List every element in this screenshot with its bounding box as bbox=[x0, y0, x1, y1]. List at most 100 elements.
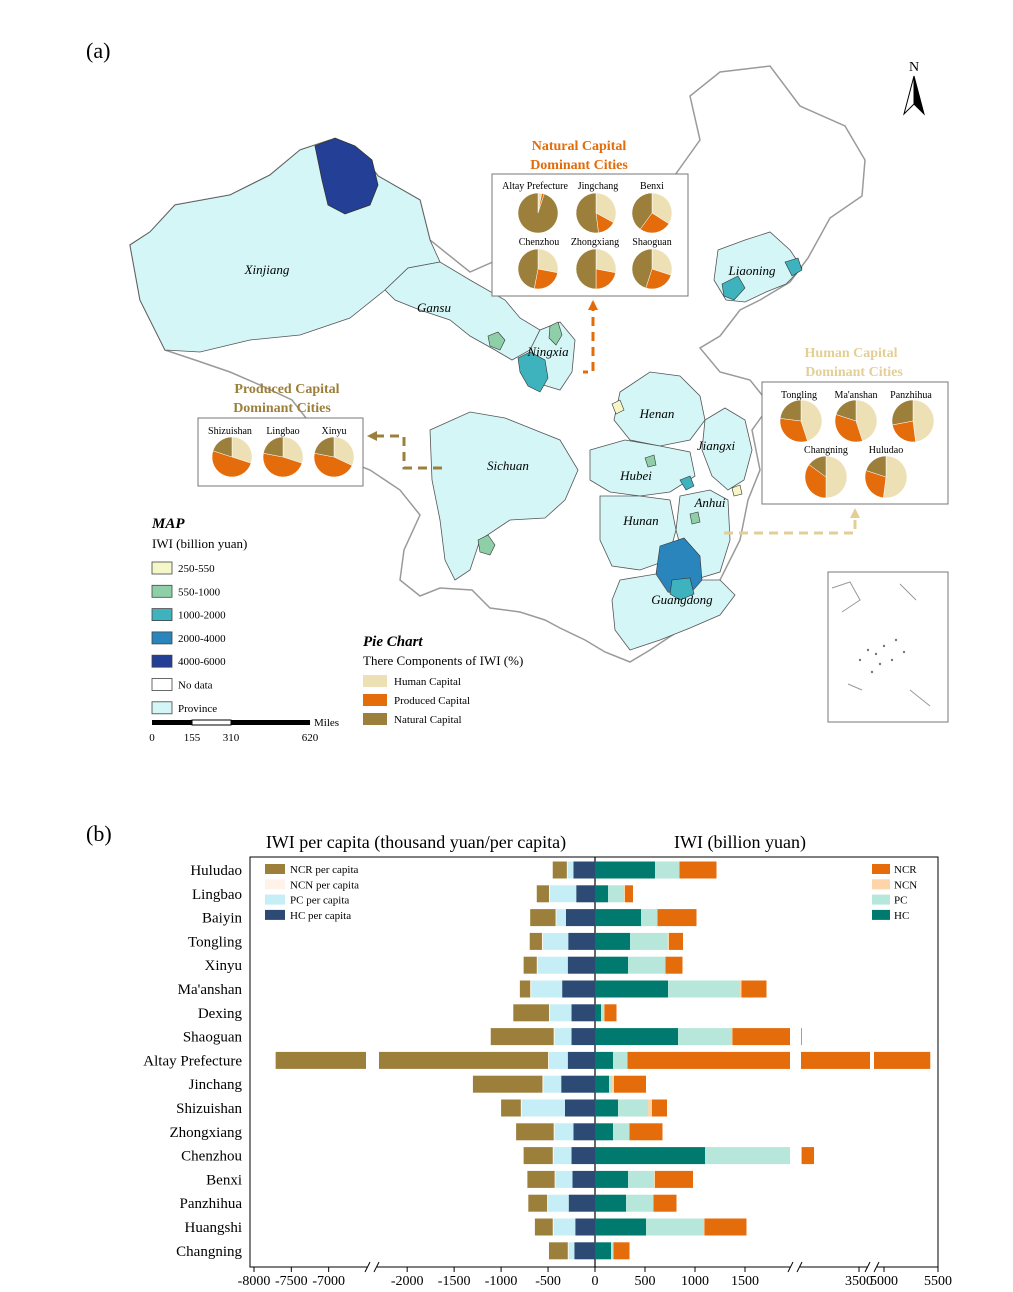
bar-ncr-per-capita-tongling bbox=[529, 932, 542, 950]
bar-hc-huangshi bbox=[595, 1218, 646, 1236]
province-labels: Xinjiang Gansu Ningxia Sichuan Henan Hubei Jia… bbox=[244, 262, 776, 607]
north-label: N bbox=[909, 60, 919, 75]
bar-ncn-per-capita-ma-anshan bbox=[530, 980, 532, 998]
pie-slice-shaoguan-natural bbox=[631, 248, 653, 289]
axis-break-mark-b-0 bbox=[373, 1261, 380, 1273]
legend-swatch-ncr-per-capita bbox=[265, 864, 285, 874]
bar-pc-chenzhou bbox=[705, 1147, 790, 1165]
bar-ncr-shizuishan bbox=[652, 1099, 667, 1117]
bar-ncr-ma-anshan bbox=[741, 980, 767, 998]
chart-left-title: IWI per capita (thousand yuan/per capita… bbox=[266, 832, 566, 853]
bars bbox=[275, 861, 931, 1260]
china-map bbox=[129, 65, 866, 663]
x-tick-label-5: -1000 bbox=[485, 1274, 518, 1289]
bar-ncn-tongling bbox=[667, 932, 669, 950]
bar-ncn-per-capita-xinyu bbox=[536, 956, 538, 974]
pie-slice-chenzhou-natural bbox=[517, 248, 539, 289]
pie-chenzhou bbox=[517, 248, 559, 290]
pie-slice-ma-anshan-produced bbox=[834, 414, 863, 443]
bar-pc-per-capita-panzhihua bbox=[548, 1194, 569, 1212]
legend-label-pc: PC bbox=[894, 895, 907, 907]
city-benxi bbox=[784, 257, 803, 277]
x-tick-label-13: 5500 bbox=[924, 1274, 952, 1289]
bar-ncr-altay-prefecture-part1 bbox=[801, 1051, 870, 1069]
china-outline bbox=[129, 65, 866, 663]
bar-pc-shizuishan bbox=[618, 1099, 648, 1117]
pie-slice-benxi-produced bbox=[639, 212, 670, 234]
pie-label-changning: Changning bbox=[804, 445, 848, 456]
bar-ncr-altay-prefecture bbox=[627, 1051, 790, 1069]
bar-ncr-per-capita-shizuishan bbox=[501, 1099, 521, 1117]
bar-pc-altay-prefecture bbox=[613, 1051, 627, 1069]
category-label-shizuishan: Shizuishan bbox=[176, 1101, 242, 1117]
bar-pc-panzhihua bbox=[626, 1194, 653, 1212]
pie-slice-shaoguan-human bbox=[651, 248, 673, 276]
province-label-gansu: Gansu bbox=[417, 300, 451, 315]
city-huangshi bbox=[679, 475, 695, 491]
category-label-huludao: Huludao bbox=[190, 863, 242, 879]
bar-pc-tongling bbox=[630, 932, 667, 950]
scale-tick-0: 0 bbox=[149, 732, 155, 744]
pie-slice-altay-prefecture-natural bbox=[517, 192, 559, 234]
bar-ncn-baiyin bbox=[657, 909, 658, 927]
natural-box-title-2: Dominant Cities bbox=[530, 158, 628, 173]
scale-unit: Miles bbox=[314, 717, 339, 729]
map-legend-swatch-550-1000 bbox=[151, 584, 173, 598]
pie-label-tongling: Tongling bbox=[781, 390, 817, 401]
bar-pc-per-capita-tongling bbox=[542, 932, 569, 950]
bar-ncr-jinchang bbox=[614, 1075, 646, 1093]
pie-legend-label-human-capital: Human Capital bbox=[394, 676, 461, 688]
province-anhui bbox=[701, 407, 753, 491]
bar-ncn-per-capita-lingbao bbox=[548, 885, 550, 903]
scale-tick-2: 310 bbox=[223, 732, 240, 744]
x-tick-label-0: -8000 bbox=[238, 1274, 271, 1289]
bar-pc-per-capita-benxi bbox=[555, 1170, 573, 1188]
bar-ncn-per-capita-changning bbox=[567, 1242, 569, 1260]
bar-hc-tongling bbox=[595, 932, 630, 950]
bar-ncn-per-capita-chenzhou bbox=[552, 1147, 554, 1165]
bar-ncr-per-capita-ma-anshan bbox=[519, 980, 531, 998]
bar-hc-altay-prefecture bbox=[595, 1051, 613, 1069]
category-label-huangshi: Huangshi bbox=[185, 1220, 243, 1236]
province-label-anhui: Anhui bbox=[693, 495, 725, 510]
pie-tongling bbox=[779, 399, 823, 443]
category-labels: Huludao Lingbao Baiyin Tongling Xinyu Ma'ansh… bbox=[143, 863, 242, 1260]
bar-ncr-per-capita-baiyin bbox=[530, 909, 556, 927]
x-tick-label-10: 1500 bbox=[731, 1274, 759, 1289]
bar-ncr-panzhihua bbox=[653, 1194, 677, 1212]
province-label-henan: Henan bbox=[639, 406, 675, 421]
produced-arrowhead bbox=[367, 431, 377, 441]
bar-legend-right: NCR NCN PC HC bbox=[872, 864, 917, 922]
bar-ncn-dexing bbox=[604, 1004, 605, 1022]
pie-slice-xinyu-produced bbox=[313, 452, 353, 478]
bar-ncr-benxi bbox=[655, 1170, 693, 1188]
bar-hc-jinchang bbox=[595, 1075, 609, 1093]
bar-ncr-per-capita-xinyu bbox=[523, 956, 537, 974]
legend-swatch-hc-per-capita bbox=[265, 909, 285, 920]
pie-legend-swatch-produced-capital bbox=[363, 694, 387, 706]
map-legend-swatch-no-data bbox=[151, 678, 173, 691]
bar-ncr-dexing bbox=[604, 1004, 617, 1022]
bar-ncn-xinyu bbox=[665, 956, 666, 974]
bar-ncr-huludao bbox=[679, 861, 717, 879]
map-legend-title: MAP bbox=[151, 516, 185, 532]
bar-pc-jinchang bbox=[609, 1075, 612, 1093]
bar-hc-zhongxiang bbox=[595, 1123, 613, 1141]
pie-jingchang bbox=[575, 192, 617, 234]
bar-ncn-shizuishan bbox=[648, 1099, 652, 1117]
bar-ncn-per-capita-jinchang bbox=[542, 1075, 544, 1093]
bar-pc-changning bbox=[611, 1242, 613, 1260]
bar-pc-per-capita-shaoguan bbox=[554, 1028, 572, 1046]
legend-label-ncr: NCR bbox=[894, 864, 917, 876]
bar-ncr-changning bbox=[613, 1242, 630, 1260]
plot-frame bbox=[249, 856, 939, 1268]
natural-pies: Altay Prefecture Jingchang Benxi Chenzhou Zh… bbox=[502, 181, 673, 290]
bar-ncn-per-capita-baiyin bbox=[555, 909, 557, 927]
pie-label-benxi: Benxi bbox=[640, 181, 664, 192]
bar-legend-left: NCR per capita NCN per capita PC per capit… bbox=[265, 864, 359, 922]
city-zhongxiang bbox=[644, 454, 657, 468]
x-tick-label-4: -1500 bbox=[438, 1274, 471, 1289]
map-legend-label-4000-6000: 4000-6000 bbox=[178, 656, 226, 668]
category-label-panzhihua: Panzhihua bbox=[180, 1196, 243, 1212]
pie-label-shizuishan: Shizuishan bbox=[208, 426, 252, 437]
